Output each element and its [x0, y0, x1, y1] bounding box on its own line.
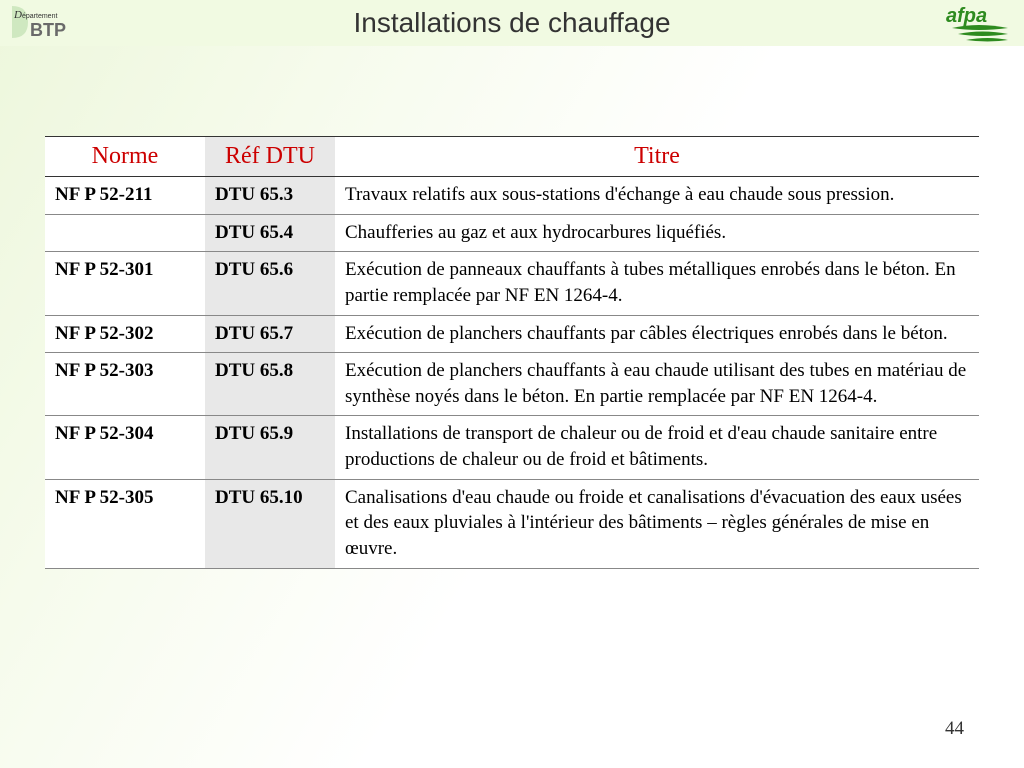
cell-norme: NF P 52-211: [45, 177, 205, 215]
col-header-titre: Titre: [335, 137, 979, 177]
cell-ref: DTU 65.3: [205, 177, 335, 215]
cell-norme: NF P 52-305: [45, 479, 205, 568]
cell-ref: DTU 65.9: [205, 416, 335, 479]
cell-norme: NF P 52-302: [45, 315, 205, 353]
svg-text:afpa: afpa: [946, 5, 987, 27]
table-header-row: Norme Réf DTU Titre: [45, 137, 979, 177]
content-area: Norme Réf DTU Titre NF P 52-211 DTU 65.3…: [0, 46, 1024, 569]
table-row: NF P 52-303 DTU 65.8 Exécution de planch…: [45, 353, 979, 416]
standards-table: Norme Réf DTU Titre NF P 52-211 DTU 65.3…: [45, 136, 979, 569]
table-row: DTU 65.4 Chaufferies au gaz et aux hydro…: [45, 214, 979, 252]
departement-btp-logo: D épartement BTP: [10, 4, 100, 42]
cell-titre: Chaufferies au gaz et aux hydrocarbures …: [335, 214, 979, 252]
page-number: 44: [945, 718, 964, 740]
cell-ref: DTU 65.6: [205, 252, 335, 315]
cell-ref: DTU 65.8: [205, 353, 335, 416]
cell-ref: DTU 65.7: [205, 315, 335, 353]
cell-norme: [45, 214, 205, 252]
cell-norme: NF P 52-303: [45, 353, 205, 416]
cell-titre: Exécution de planchers chauffants par câ…: [335, 315, 979, 353]
afpa-logo: afpa: [942, 2, 1014, 44]
cell-titre: Travaux relatifs aux sous-stations d'éch…: [335, 177, 979, 215]
header-band: D épartement BTP Installations de chauff…: [0, 0, 1024, 46]
table-row: NF P 52-302 DTU 65.7 Exécution de planch…: [45, 315, 979, 353]
svg-text:BTP: BTP: [30, 20, 66, 40]
table-row: NF P 52-301 DTU 65.6 Exécution de pannea…: [45, 252, 979, 315]
table-row: NF P 52-211 DTU 65.3 Travaux relatifs au…: [45, 177, 979, 215]
cell-titre: Installations de transport de chaleur ou…: [335, 416, 979, 479]
svg-text:épartement: épartement: [22, 13, 57, 20]
cell-ref: DTU 65.4: [205, 214, 335, 252]
cell-norme: NF P 52-301: [45, 252, 205, 315]
cell-titre: Exécution de panneaux chauffants à tubes…: [335, 252, 979, 315]
table-row: NF P 52-304 DTU 65.9 Installations de tr…: [45, 416, 979, 479]
page-title: Installations de chauffage: [353, 7, 670, 39]
col-header-ref: Réf DTU: [205, 137, 335, 177]
table-row: NF P 52-305 DTU 65.10 Canalisations d'ea…: [45, 479, 979, 568]
cell-norme: NF P 52-304: [45, 416, 205, 479]
col-header-norme: Norme: [45, 137, 205, 177]
cell-ref: DTU 65.10: [205, 479, 335, 568]
svg-text:D: D: [13, 9, 22, 21]
cell-titre: Exécution de planchers chauffants à eau …: [335, 353, 979, 416]
cell-titre: Canalisations d'eau chaude ou froide et …: [335, 479, 979, 568]
